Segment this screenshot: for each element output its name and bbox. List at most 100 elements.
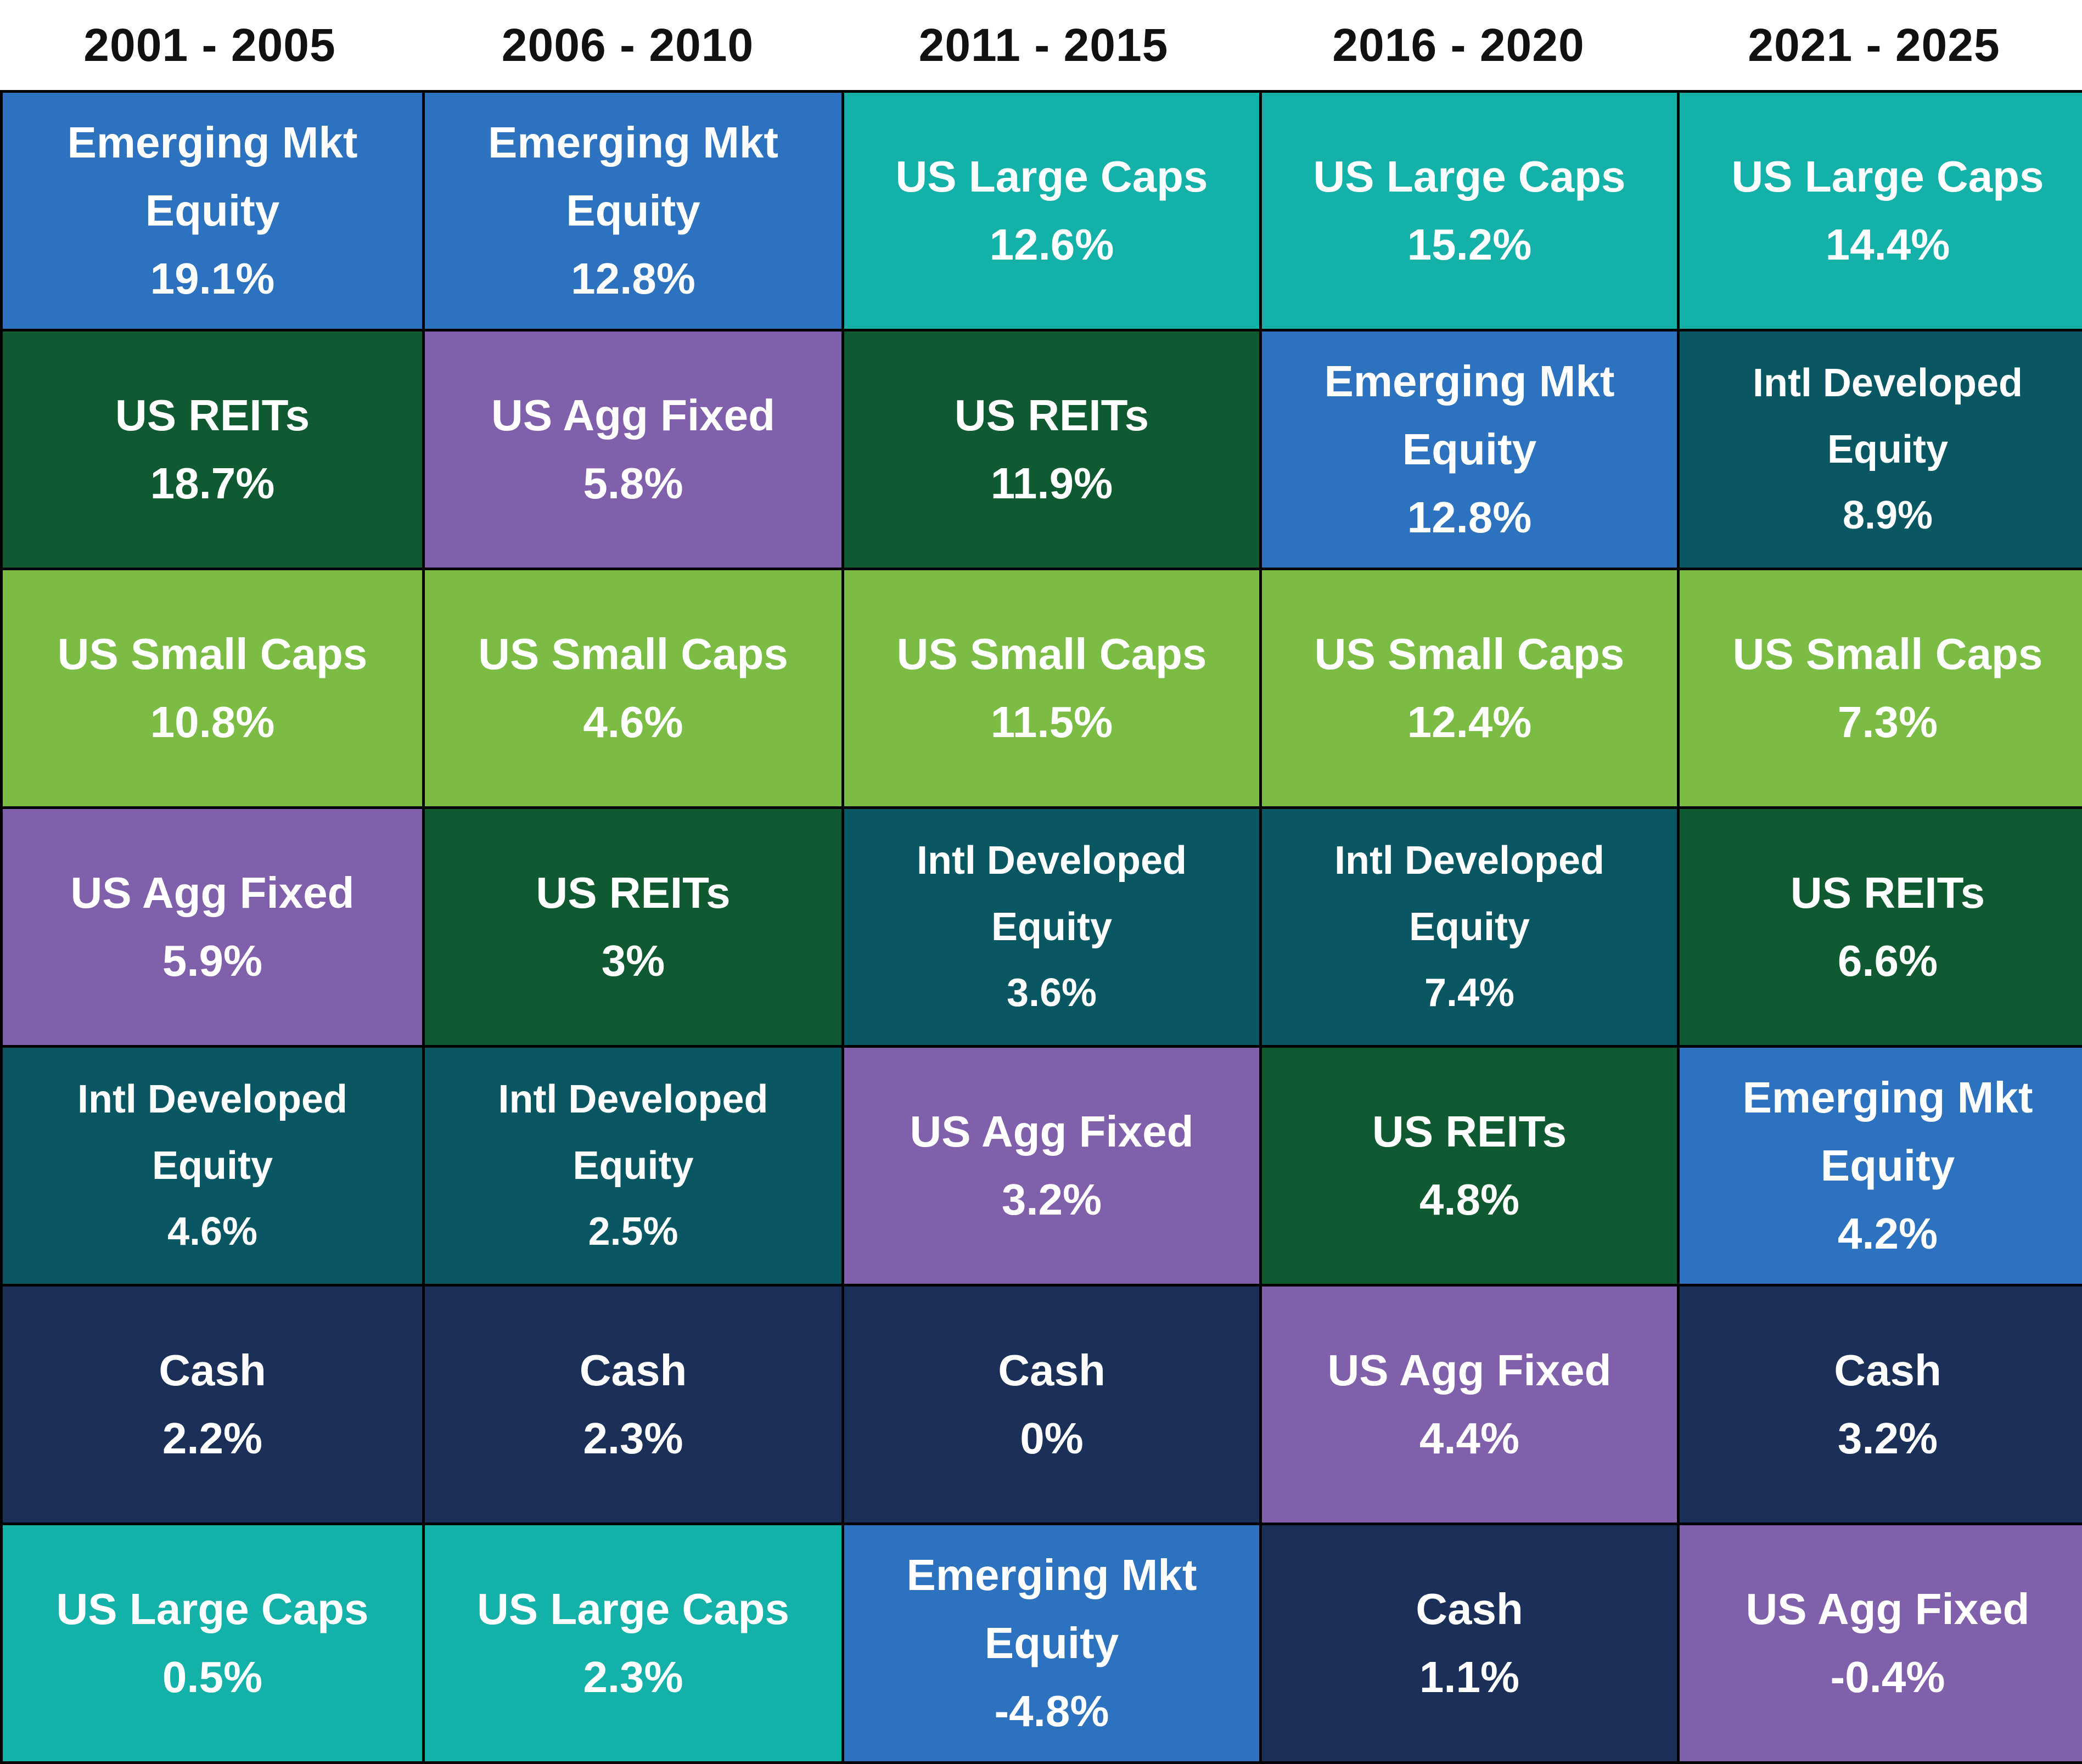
return-value: 8.9%: [1842, 493, 1933, 538]
column-header: 2001 - 2005: [83, 19, 336, 71]
asset-class-label: US Small Caps: [57, 630, 368, 678]
column-header: 2016 - 2020: [1332, 19, 1585, 71]
asset-class-label: US Small Caps: [478, 630, 788, 678]
returns-grid: Emerging Mkt Equity 19.1% Emerging Mkt Equ…: [0, 90, 2082, 1764]
asset-class-label: US Agg Fixed: [910, 1107, 1194, 1156]
asset-class-label: US Large Caps: [56, 1585, 369, 1633]
return-value: 7.4%: [1424, 971, 1515, 1015]
quilt-cell: Intl Developed Equity 2.5%: [425, 1048, 841, 1284]
quilt-cell: US REITs 11.9%: [844, 332, 1259, 568]
return-value: 0%: [1020, 1414, 1084, 1463]
asset-class-label: Emerging Mkt Equity: [906, 1550, 1197, 1667]
quilt-cell: Emerging Mkt Equity 12.8%: [1262, 332, 1677, 568]
asset-class-label: Cash: [1834, 1346, 1941, 1395]
quilt-cell: US Large Caps 12.6%: [844, 93, 1259, 329]
quilt-cell: US Large Caps 14.4%: [1680, 93, 2082, 329]
return-value: 2.5%: [588, 1210, 678, 1254]
quilt-cell: Cash 0%: [844, 1287, 1259, 1523]
asset-class-label: Intl Developed Equity: [1334, 838, 1605, 949]
asset-class-label: US Agg Fixed: [491, 391, 776, 440]
return-value: 6.6%: [1837, 936, 1938, 985]
return-value: 2.2%: [162, 1414, 263, 1463]
quilt-cell: US REITs 3%: [425, 809, 841, 1045]
quilt-cell: US Small Caps 4.6%: [425, 570, 841, 806]
return-value: 4.6%: [167, 1210, 258, 1254]
asset-class-label: Cash: [579, 1346, 687, 1395]
quilt-cell: US Agg Fixed 5.9%: [3, 809, 422, 1045]
return-value: 4.4%: [1419, 1414, 1520, 1463]
column-header: 2021 - 2025: [1748, 19, 2000, 71]
quilt-cell: US Agg Fixed 5.8%: [425, 332, 841, 568]
asset-class-label: US REITs: [954, 391, 1149, 440]
quilt-cell: US Large Caps 15.2%: [1262, 93, 1677, 329]
return-value: 12.8%: [1407, 493, 1532, 542]
asset-class-label: US Agg Fixed: [1327, 1346, 1612, 1395]
asset-class-label: Cash: [159, 1346, 266, 1395]
quilt-cell: Emerging Mkt Equity -4.8%: [844, 1525, 1259, 1761]
asset-class-label: US Agg Fixed: [70, 868, 355, 917]
asset-class-label: Emerging Mkt Equity: [1742, 1073, 2033, 1190]
asset-class-label: US Large Caps: [1313, 152, 1626, 201]
asset-class-label: US Large Caps: [476, 1585, 790, 1633]
return-value: 15.2%: [1407, 220, 1532, 269]
quilt-cell: Intl Developed Equity 7.4%: [1262, 809, 1677, 1045]
quilt-cell: Emerging Mkt Equity 4.2%: [1680, 1048, 2082, 1284]
return-value: 4.2%: [1837, 1209, 1938, 1258]
asset-class-label: Emerging Mkt Equity: [67, 118, 358, 235]
quilt-cell: Intl Developed Equity 8.9%: [1680, 332, 2082, 568]
return-value: 0.5%: [162, 1653, 263, 1701]
return-value: 3.6%: [1006, 971, 1097, 1015]
quilt-cell: Cash 2.3%: [425, 1287, 841, 1523]
return-value: 2.3%: [583, 1653, 683, 1701]
quilt-cell: Emerging Mkt Equity 12.8%: [425, 93, 841, 329]
quilt-cell: Cash 2.2%: [3, 1287, 422, 1523]
return-value: 12.8%: [571, 254, 695, 303]
asset-class-label: US REITs: [1372, 1107, 1567, 1156]
return-value: -0.4%: [1830, 1653, 1945, 1701]
return-value: 3.2%: [1837, 1414, 1938, 1463]
return-value: 5.8%: [583, 459, 683, 508]
quilt-cell: US Agg Fixed 4.4%: [1262, 1287, 1677, 1523]
quilt-cell: US REITs 4.8%: [1262, 1048, 1677, 1284]
asset-class-label: US REITs: [115, 391, 310, 440]
quilt-cell: Cash 3.2%: [1680, 1287, 2082, 1523]
asset-class-label: Emerging Mkt Equity: [1324, 357, 1615, 474]
quilt-cell: US Large Caps 0.5%: [3, 1525, 422, 1761]
return-value: 5.9%: [162, 936, 263, 985]
asset-class-label: Intl Developed Equity: [77, 1077, 348, 1188]
asset-class-label: US Large Caps: [895, 152, 1208, 201]
quilt-cell: Intl Developed Equity 3.6%: [844, 809, 1259, 1045]
return-value: 2.3%: [583, 1414, 683, 1463]
asset-class-label: Intl Developed Equity: [1752, 361, 2023, 471]
column-header-row: 2001 - 2005 2006 - 2010 2011 - 2015 2016 - …: [0, 0, 2082, 90]
asset-class-label: Emerging Mkt Equity: [488, 118, 778, 235]
return-value: 11.9%: [990, 459, 1113, 508]
return-value: 3.2%: [1001, 1175, 1102, 1224]
asset-class-label: US Small Caps: [896, 630, 1207, 678]
return-value: -4.8%: [994, 1687, 1109, 1735]
quilt-cell: US Small Caps 10.8%: [3, 570, 422, 806]
asset-class-label: US Large Caps: [1731, 152, 2044, 201]
quilt-cell: US REITs 18.7%: [3, 332, 422, 568]
return-value: 7.3%: [1837, 698, 1938, 746]
return-value: 4.6%: [583, 698, 683, 746]
asset-class-label: US Small Caps: [1314, 630, 1625, 678]
asset-class-label: Cash: [1416, 1585, 1523, 1633]
quilt-cell: Intl Developed Equity 4.6%: [3, 1048, 422, 1284]
quilt-cell: Cash 1.1%: [1262, 1525, 1677, 1761]
asset-class-label: US REITs: [1790, 868, 1985, 917]
quilt-cell: US Small Caps 11.5%: [844, 570, 1259, 806]
column-header: 2006 - 2010: [501, 19, 754, 71]
quilt-cell: Emerging Mkt Equity 19.1%: [3, 93, 422, 329]
asset-class-label: Cash: [998, 1346, 1105, 1395]
return-value: 3%: [601, 936, 665, 985]
return-value: 10.8%: [150, 698, 275, 746]
asset-class-label: US Small Caps: [1732, 630, 2043, 678]
return-value: 18.7%: [150, 459, 275, 508]
quilt-cell: US REITs 6.6%: [1680, 809, 2082, 1045]
return-value: 14.4%: [1825, 220, 1950, 269]
quilt-cell: US Small Caps 12.4%: [1262, 570, 1677, 806]
column-header: 2011 - 2015: [918, 19, 1169, 71]
quilt-cell: US Small Caps 7.3%: [1680, 570, 2082, 806]
